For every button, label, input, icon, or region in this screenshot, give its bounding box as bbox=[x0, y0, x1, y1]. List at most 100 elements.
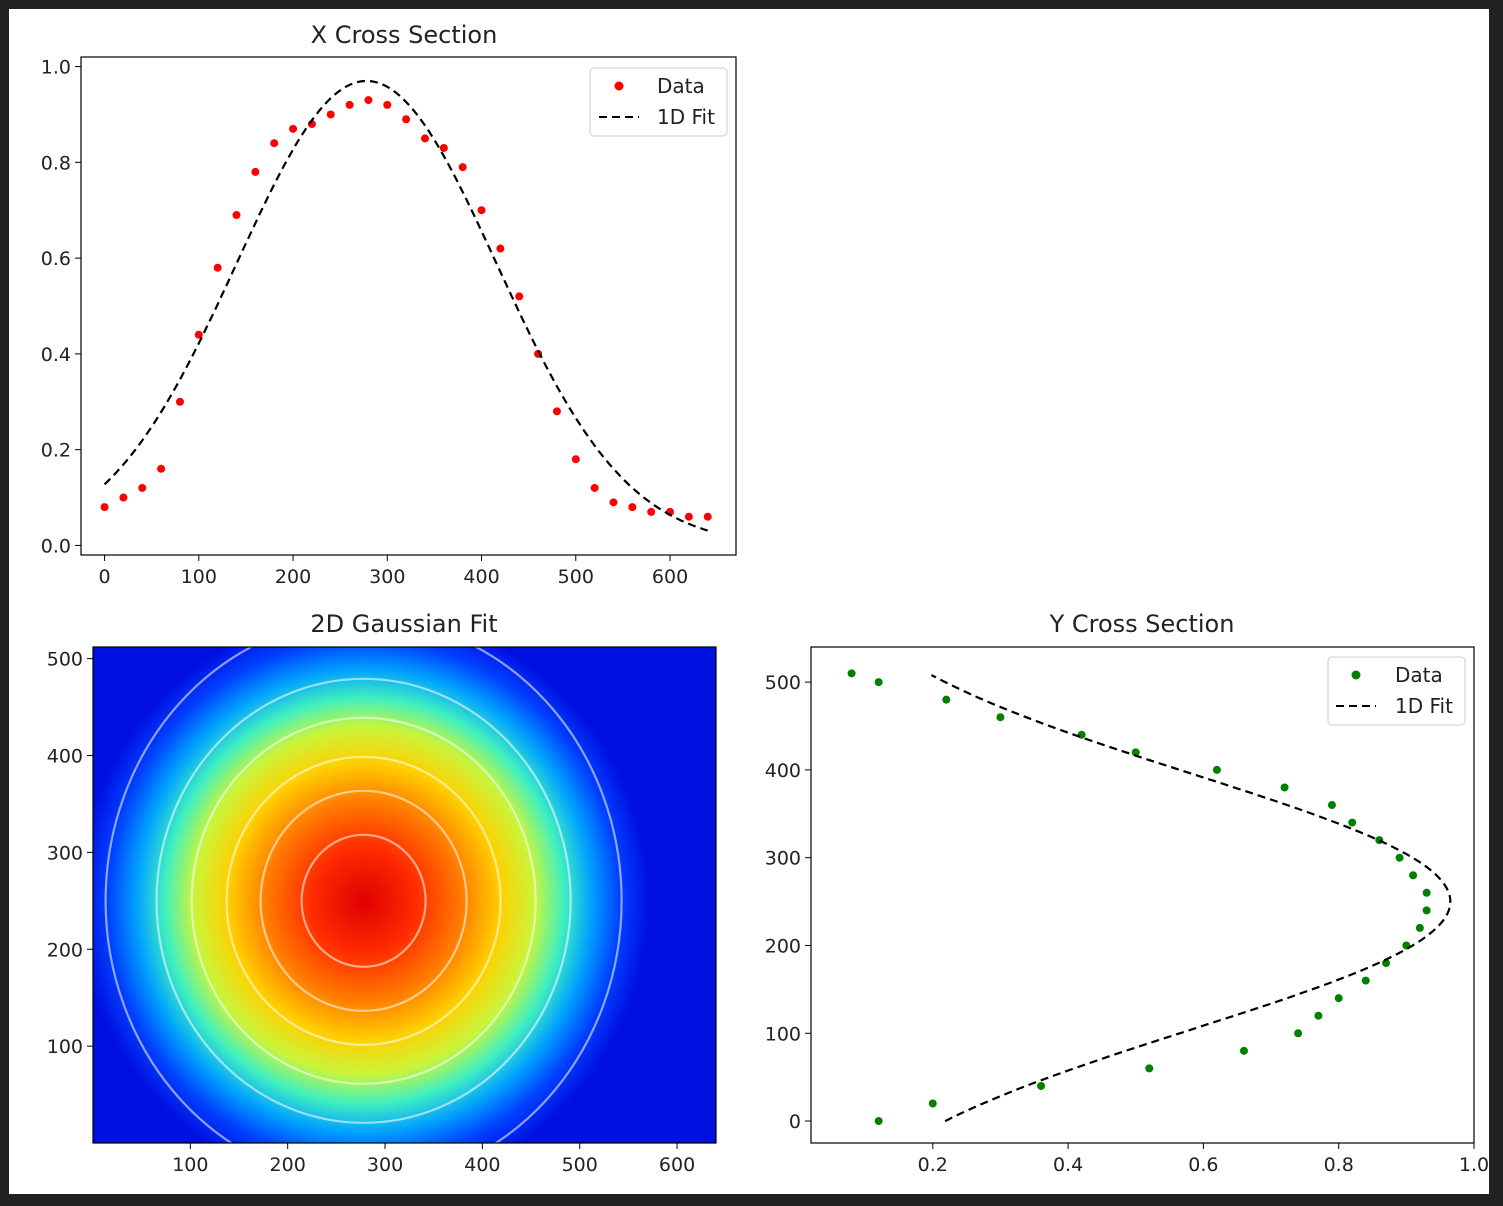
x-tick-label: 0.6 bbox=[1188, 1154, 1218, 1176]
x-cross-section-chart: X Cross Section 0 100 200 300 400 500 600 0.0 0.… bbox=[41, 21, 737, 588]
x-tick-label: 300 bbox=[369, 566, 405, 588]
data-point bbox=[439, 143, 448, 152]
data-point bbox=[270, 139, 279, 148]
legend: Data 1D Fit bbox=[589, 67, 728, 137]
x-tick-label: 400 bbox=[464, 1154, 500, 1176]
axes-frame bbox=[810, 646, 1475, 1144]
data-point bbox=[847, 669, 856, 678]
x-tick-label: 1.0 bbox=[1459, 1154, 1489, 1176]
legend-entry-fit: 1D Fit bbox=[1395, 694, 1453, 718]
data-point bbox=[1348, 818, 1357, 827]
contour-line bbox=[104, 647, 623, 1143]
contour-line bbox=[225, 755, 502, 1046]
data-point bbox=[1037, 1081, 1046, 1090]
data-point bbox=[552, 407, 561, 416]
data-point bbox=[1422, 888, 1431, 897]
data-point bbox=[119, 493, 128, 502]
heatmap-intensity bbox=[93, 647, 649, 1143]
legend-entry-fit: 1D Fit bbox=[657, 105, 715, 129]
y-tick-label: 0.6 bbox=[41, 248, 71, 270]
y-tick-label: 400 bbox=[47, 746, 83, 768]
x-tick-label: 0.2 bbox=[918, 1154, 948, 1176]
y-tick-label: 0.4 bbox=[41, 344, 71, 366]
data-point bbox=[703, 512, 712, 521]
data-point bbox=[1334, 994, 1343, 1003]
data-point bbox=[175, 397, 184, 406]
legend-entry-data: Data bbox=[1395, 663, 1443, 687]
y-tick-label: 500 bbox=[47, 649, 83, 671]
data-point bbox=[420, 134, 429, 143]
y-tick-label: 0.2 bbox=[41, 440, 71, 462]
x-tick-label: 400 bbox=[463, 566, 499, 588]
data-point bbox=[1294, 1029, 1303, 1038]
chart-title: X Cross Section bbox=[311, 21, 498, 49]
data-point bbox=[1280, 783, 1289, 792]
axes-frame bbox=[80, 56, 737, 556]
data-point bbox=[684, 512, 693, 521]
contour-line bbox=[300, 833, 427, 968]
contour-line bbox=[155, 677, 572, 1124]
x-tick-label: 600 bbox=[652, 566, 688, 588]
data-point bbox=[383, 100, 392, 109]
x-tick-label: 0 bbox=[99, 566, 111, 588]
data-point bbox=[138, 483, 147, 492]
data-point bbox=[874, 1117, 883, 1126]
figure-canvas: X Cross Section 0 100 200 300 400 500 600 0.0 0.… bbox=[41, 21, 1489, 1176]
data-point bbox=[213, 263, 222, 272]
data-point bbox=[1145, 1064, 1154, 1073]
data-point bbox=[458, 163, 467, 172]
data-point bbox=[251, 167, 260, 176]
x-tick-label: 500 bbox=[558, 566, 594, 588]
contour-line bbox=[259, 789, 468, 1012]
data-point bbox=[477, 206, 486, 215]
y-tick-label: 200 bbox=[47, 939, 83, 961]
data-point bbox=[515, 292, 524, 301]
x-tick-label: 0.8 bbox=[1324, 1154, 1354, 1176]
data-point bbox=[1395, 853, 1404, 862]
figure: X Cross Section 0 100 200 300 400 500 600 0.0 0.… bbox=[9, 9, 1489, 1194]
data-point bbox=[402, 115, 411, 124]
y-tick-label: 500 bbox=[765, 672, 801, 694]
y-tick-label: 0.8 bbox=[41, 152, 71, 174]
data-point bbox=[590, 483, 599, 492]
data-point bbox=[571, 455, 580, 464]
data-point bbox=[364, 96, 373, 105]
data-point bbox=[1212, 765, 1221, 774]
legend-data-marker bbox=[1351, 670, 1361, 680]
y-tick-label: 300 bbox=[765, 848, 801, 870]
x-tick-label: 100 bbox=[172, 1154, 208, 1176]
y-tick-label: 200 bbox=[765, 935, 801, 957]
y-tick-label: 0 bbox=[789, 1111, 801, 1133]
data-point bbox=[1409, 871, 1418, 880]
x-tick-label: 100 bbox=[181, 566, 217, 588]
chart-title: Y Cross Section bbox=[1049, 610, 1235, 638]
legend: Data 1D Fit bbox=[1327, 656, 1466, 726]
data-point bbox=[996, 713, 1005, 722]
y-tick-label: 1.0 bbox=[41, 57, 71, 79]
legend-entry-data: Data bbox=[657, 74, 705, 98]
y-cross-section-chart: Y Cross Section 0.2 0.4 0.6 0.8 1.0 0 100 200 30… bbox=[765, 610, 1489, 1176]
fit-line bbox=[930, 674, 1452, 1123]
data-point bbox=[1327, 801, 1336, 810]
data-point bbox=[232, 211, 241, 220]
data-point bbox=[1361, 976, 1370, 985]
y-tick-label: 400 bbox=[765, 760, 801, 782]
data-point bbox=[157, 464, 166, 473]
fit-line bbox=[103, 79, 709, 532]
legend-data-marker bbox=[614, 81, 624, 91]
data-point bbox=[496, 244, 505, 253]
data-point bbox=[345, 100, 354, 109]
data-point bbox=[1422, 906, 1431, 915]
data-point bbox=[609, 498, 618, 507]
data-point bbox=[628, 503, 637, 512]
data-point bbox=[100, 503, 109, 512]
y-tick-label: 100 bbox=[47, 1036, 83, 1058]
x-tick-label: 200 bbox=[270, 1154, 306, 1176]
contour-line bbox=[190, 716, 537, 1085]
data-point bbox=[194, 330, 203, 339]
data-point bbox=[326, 110, 335, 119]
gaussian-2d-chart: 2D Gaussian Fit 100 200 300 400 500 600 100 200… bbox=[47, 610, 717, 1176]
y-tick-label: 0.0 bbox=[41, 535, 71, 557]
data-point bbox=[874, 678, 883, 687]
data-point bbox=[942, 695, 951, 704]
